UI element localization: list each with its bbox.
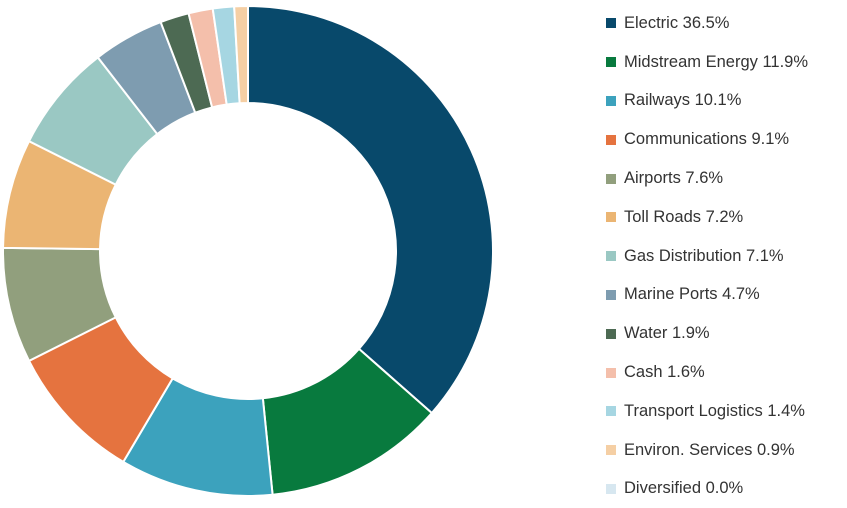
- legend: Electric 36.5% Midstream Energy 11.9% Ra…: [606, 4, 844, 508]
- donut-chart: [2, 4, 494, 497]
- legend-item-water: Water 1.9%: [606, 314, 844, 353]
- legend-label-electric: Electric 36.5%: [624, 13, 730, 32]
- legend-item-cash: Cash 1.6%: [606, 353, 844, 392]
- legend-item-toll-roads: Toll Roads 7.2%: [606, 198, 844, 237]
- legend-label-marine-ports: Marine Ports 4.7%: [624, 285, 760, 304]
- legend-label-airports: Airports 7.6%: [624, 169, 724, 188]
- legend-item-airports: Airports 7.6%: [606, 159, 844, 198]
- legend-item-diversified: Diversified 0.0%: [606, 470, 844, 508]
- legend-swatch-transport-logistics: [606, 406, 616, 417]
- legend-swatch-environ-services: [606, 445, 616, 456]
- legend-item-midstream-energy: Midstream Energy 11.9%: [606, 43, 844, 82]
- legend-label-railways: Railways 10.1%: [624, 91, 742, 110]
- legend-swatch-electric: [606, 18, 616, 29]
- legend-label-diversified: Diversified 0.0%: [624, 479, 744, 498]
- legend-item-gas-distribution: Gas Distribution 7.1%: [606, 237, 844, 276]
- legend-swatch-cash: [606, 367, 616, 378]
- legend-swatch-midstream-energy: [606, 57, 616, 68]
- legend-item-transport-logistics: Transport Logistics 1.4%: [606, 392, 844, 431]
- legend-swatch-water: [606, 328, 616, 339]
- slice-environ-services: [233, 4, 249, 105]
- legend-swatch-diversified: [606, 483, 616, 494]
- legend-label-water: Water 1.9%: [624, 324, 710, 343]
- legend-label-environ-services: Environ. Services 0.9%: [624, 440, 795, 459]
- legend-item-environ-services: Environ. Services 0.9%: [606, 431, 844, 470]
- legend-swatch-gas-distribution: [606, 251, 616, 262]
- legend-swatch-airports: [606, 173, 616, 184]
- legend-swatch-railways: [606, 95, 616, 106]
- legend-swatch-marine-ports: [606, 289, 616, 300]
- legend-item-marine-ports: Marine Ports 4.7%: [606, 276, 844, 315]
- legend-swatch-toll-roads: [606, 212, 616, 223]
- legend-item-electric: Electric 36.5%: [606, 4, 844, 43]
- legend-label-transport-logistics: Transport Logistics 1.4%: [624, 401, 805, 420]
- legend-label-midstream-energy: Midstream Energy 11.9%: [624, 52, 809, 71]
- slice-electric: [247, 4, 494, 415]
- legend-label-gas-distribution: Gas Distribution 7.1%: [624, 246, 784, 265]
- legend-label-cash: Cash 1.6%: [624, 363, 705, 382]
- legend-label-toll-roads: Toll Roads 7.2%: [624, 207, 744, 226]
- legend-label-communications: Communications 9.1%: [624, 130, 790, 149]
- legend-swatch-communications: [606, 134, 616, 145]
- legend-item-communications: Communications 9.1%: [606, 120, 844, 159]
- legend-item-railways: Railways 10.1%: [606, 82, 844, 121]
